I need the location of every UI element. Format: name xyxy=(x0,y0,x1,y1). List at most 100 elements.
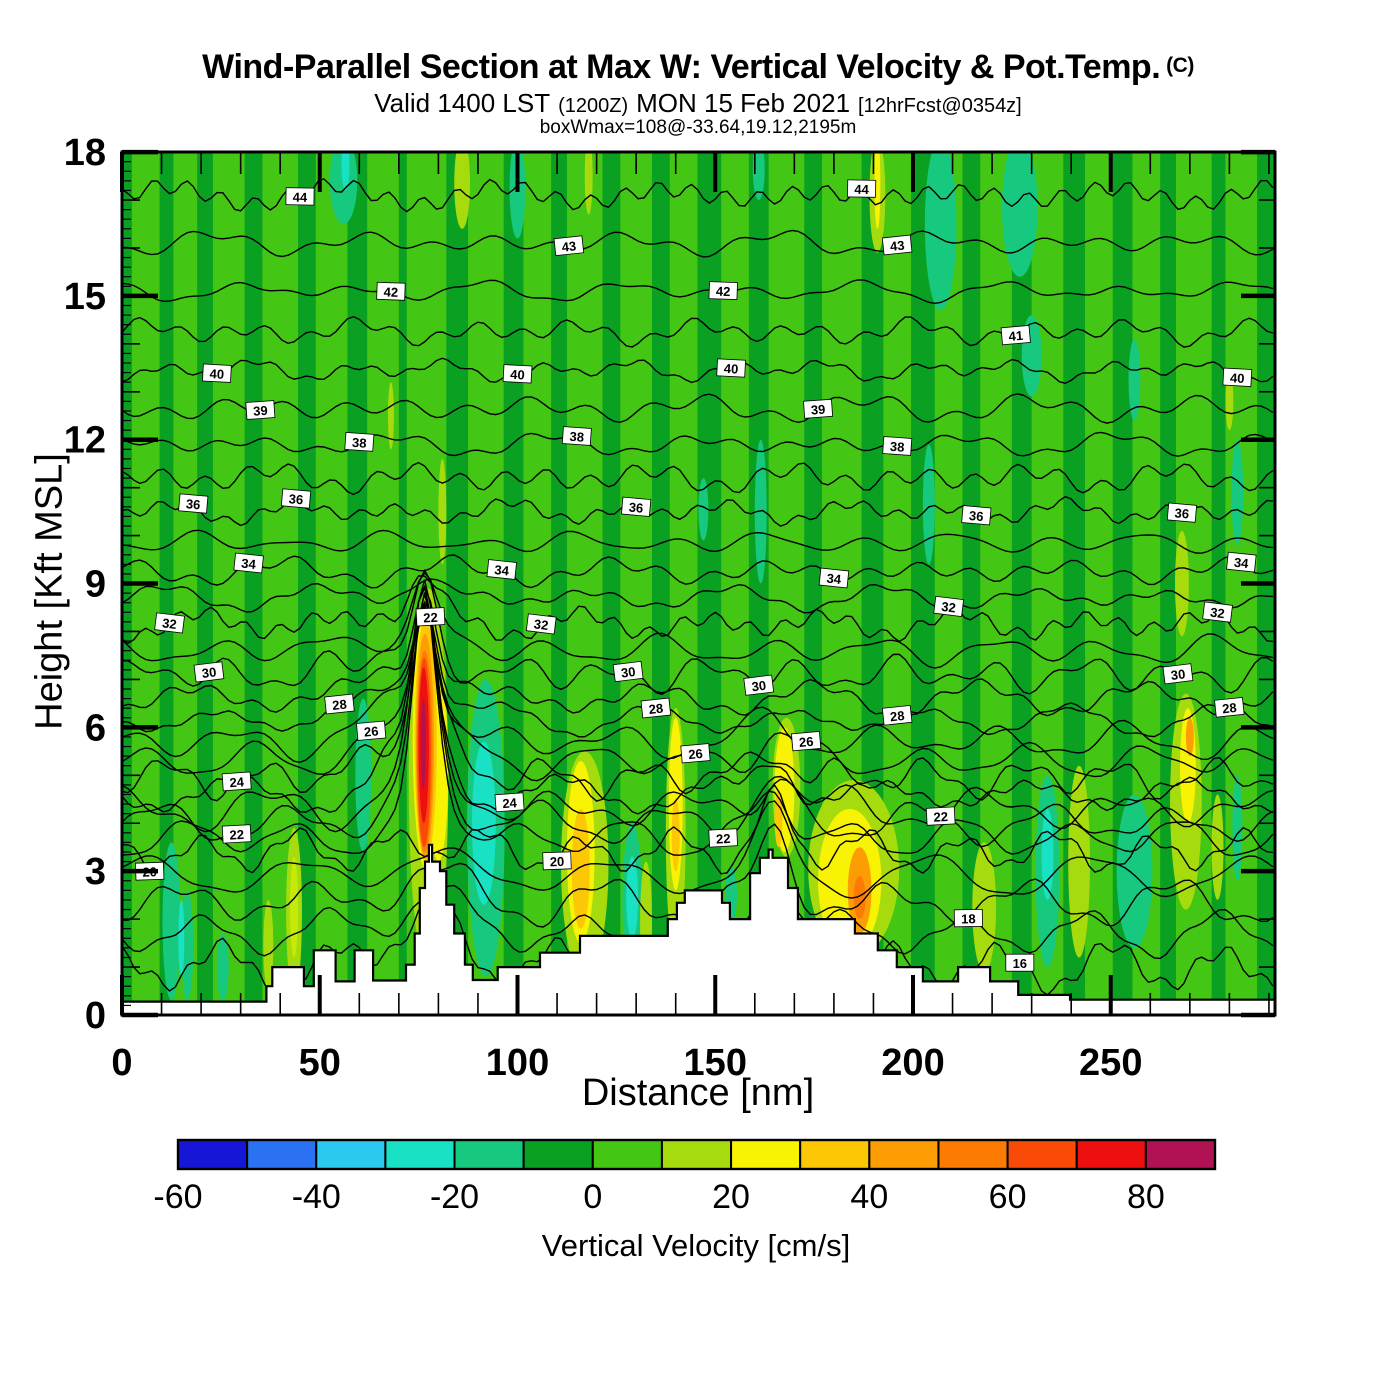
svg-text:26: 26 xyxy=(688,746,704,762)
velocity-feature-t xyxy=(922,444,935,565)
contour-label-28: 28 xyxy=(324,693,355,715)
chart-title: Wind-Parallel Section at Max W: Vertical… xyxy=(0,48,1396,87)
contour-label-39: 39 xyxy=(245,400,276,420)
pot-temp-contour-30 xyxy=(122,568,1274,696)
y-tick-label-15: 15 xyxy=(64,276,106,318)
velocity-feature-t xyxy=(181,890,194,1001)
pot-temp-contour-39 xyxy=(122,393,1274,424)
y-tick-label-6: 6 xyxy=(85,707,106,749)
colorbar-tick-label: 20 xyxy=(712,1178,750,1216)
contour-label-42: 42 xyxy=(376,281,406,301)
contour-label-18: 18 xyxy=(953,908,983,928)
svg-text:34: 34 xyxy=(826,571,843,588)
svg-text:20: 20 xyxy=(550,854,565,869)
x-tick-label-150: 150 xyxy=(684,1042,747,1084)
pot-temp-contour-32 xyxy=(122,575,1273,645)
colorbar-tick-label: 0 xyxy=(583,1178,602,1216)
velocity-feature-od xyxy=(853,875,866,920)
y-tick-label-0: 0 xyxy=(85,995,106,1037)
forecast-tag: [12hrFcst@0354z] xyxy=(858,95,1022,117)
svg-text:24: 24 xyxy=(502,795,518,811)
svg-text:30: 30 xyxy=(751,678,767,695)
contour-label-22: 22 xyxy=(708,828,739,848)
colorbar-tick-label: -20 xyxy=(430,1178,479,1216)
svg-text:36: 36 xyxy=(968,508,984,524)
svg-text:26: 26 xyxy=(798,734,814,750)
contour-label-43: 43 xyxy=(881,234,913,256)
x-tick-label-200: 200 xyxy=(881,1042,944,1084)
contour-label-32: 32 xyxy=(525,613,557,635)
velocity-feature-t xyxy=(509,152,526,239)
svg-text:38: 38 xyxy=(569,429,584,445)
contour-label-36: 36 xyxy=(280,488,312,509)
updraft-stripe xyxy=(315,152,348,1015)
valid-zulu: (1200Z) xyxy=(558,95,629,117)
colorbar-tick-label: 80 xyxy=(1127,1178,1165,1216)
colorbar-cell xyxy=(246,1139,318,1170)
svg-text:32: 32 xyxy=(533,616,549,633)
svg-text:36: 36 xyxy=(288,491,304,507)
pot-temp-contour-23 xyxy=(122,579,1274,833)
svg-text:22: 22 xyxy=(229,827,244,843)
contour-label-34: 34 xyxy=(818,567,850,589)
svg-text:34: 34 xyxy=(241,556,258,573)
svg-text:22: 22 xyxy=(423,610,438,626)
svg-text:22: 22 xyxy=(716,831,731,847)
contour-label-30: 30 xyxy=(612,660,644,683)
svg-text:22: 22 xyxy=(933,809,948,825)
velocity-field: 44 44 43 43 42 42 41 40 40 40 40 39 39 38 38 38 36 36 36 36… xyxy=(122,152,1275,1015)
colorbar-cell xyxy=(522,1139,594,1170)
pot-temp-contour-28 xyxy=(122,600,1274,738)
svg-text:38: 38 xyxy=(889,439,904,455)
contour-label-36: 36 xyxy=(178,493,209,514)
svg-text:43: 43 xyxy=(561,238,577,254)
svg-text:36: 36 xyxy=(185,496,201,512)
velocity-feature-go xyxy=(571,808,590,929)
pot-temp-contour-33 xyxy=(122,578,1273,614)
x-tick-label-0: 0 xyxy=(111,1042,132,1084)
svg-text:34: 34 xyxy=(494,562,511,579)
pot-temp-contours: 44 44 43 43 42 42 41 40 40 40 40 39 39 38 38 38 36 36 36 36… xyxy=(122,177,1274,996)
svg-text:36: 36 xyxy=(1174,505,1190,521)
svg-text:26: 26 xyxy=(363,723,379,739)
chart-title-units: (C) xyxy=(1166,54,1194,77)
colorbar-title: Vertical Velocity [cm/s] xyxy=(541,1228,851,1263)
velocity-feature-go xyxy=(671,799,680,872)
svg-text:32: 32 xyxy=(940,599,956,616)
colorbar-cell xyxy=(730,1139,802,1170)
contour-label-36: 36 xyxy=(621,496,652,517)
boxwmax-line: boxWmax=108@-33.64,19.12,2195m xyxy=(539,117,857,138)
contour-label-40: 40 xyxy=(1222,367,1253,387)
svg-text:28: 28 xyxy=(1221,700,1237,716)
velocity-feature-t xyxy=(752,152,765,201)
colorbar-tick-label: 40 xyxy=(850,1178,888,1216)
x-tick-label-100: 100 xyxy=(486,1042,549,1084)
contour-label-28: 28 xyxy=(881,704,913,726)
velocity-feature-t xyxy=(1231,439,1244,546)
svg-text:42: 42 xyxy=(383,284,398,299)
x-axis-title: Distance [nm] xyxy=(581,1072,815,1114)
pot-temp-contour-41 xyxy=(122,315,1274,348)
contour-label-44: 44 xyxy=(847,179,877,198)
colorbar-cell xyxy=(315,1139,387,1170)
contour-label-42: 42 xyxy=(708,281,738,300)
contour-label-30: 30 xyxy=(743,674,775,696)
svg-text:34: 34 xyxy=(1233,555,1250,572)
velocity-feature-c xyxy=(472,741,496,905)
velocity-feature-c xyxy=(178,899,185,977)
colorbar-tick-label: -40 xyxy=(292,1178,341,1216)
velocity-feature-g xyxy=(972,842,997,972)
velocity-feature-t xyxy=(162,842,181,1001)
y-axis-title: Height [Kft MSL] xyxy=(28,453,71,730)
velocity-feature-o xyxy=(1185,717,1194,757)
velocity-feature-t xyxy=(329,152,358,224)
valid-time-line: Valid 1400 LST (1200Z) MON 15 Feb 2021 [12h… xyxy=(0,88,1396,119)
contour-label-32: 32 xyxy=(154,612,185,634)
velocity-feature-g xyxy=(584,152,593,215)
svg-text:18: 18 xyxy=(961,911,976,926)
velocity-feature-t xyxy=(216,933,229,1001)
contour-label-16: 16 xyxy=(1005,953,1035,972)
contour-label-24: 24 xyxy=(221,771,252,792)
contour-label-40: 40 xyxy=(202,363,232,383)
velocity-feature-t xyxy=(754,439,767,584)
